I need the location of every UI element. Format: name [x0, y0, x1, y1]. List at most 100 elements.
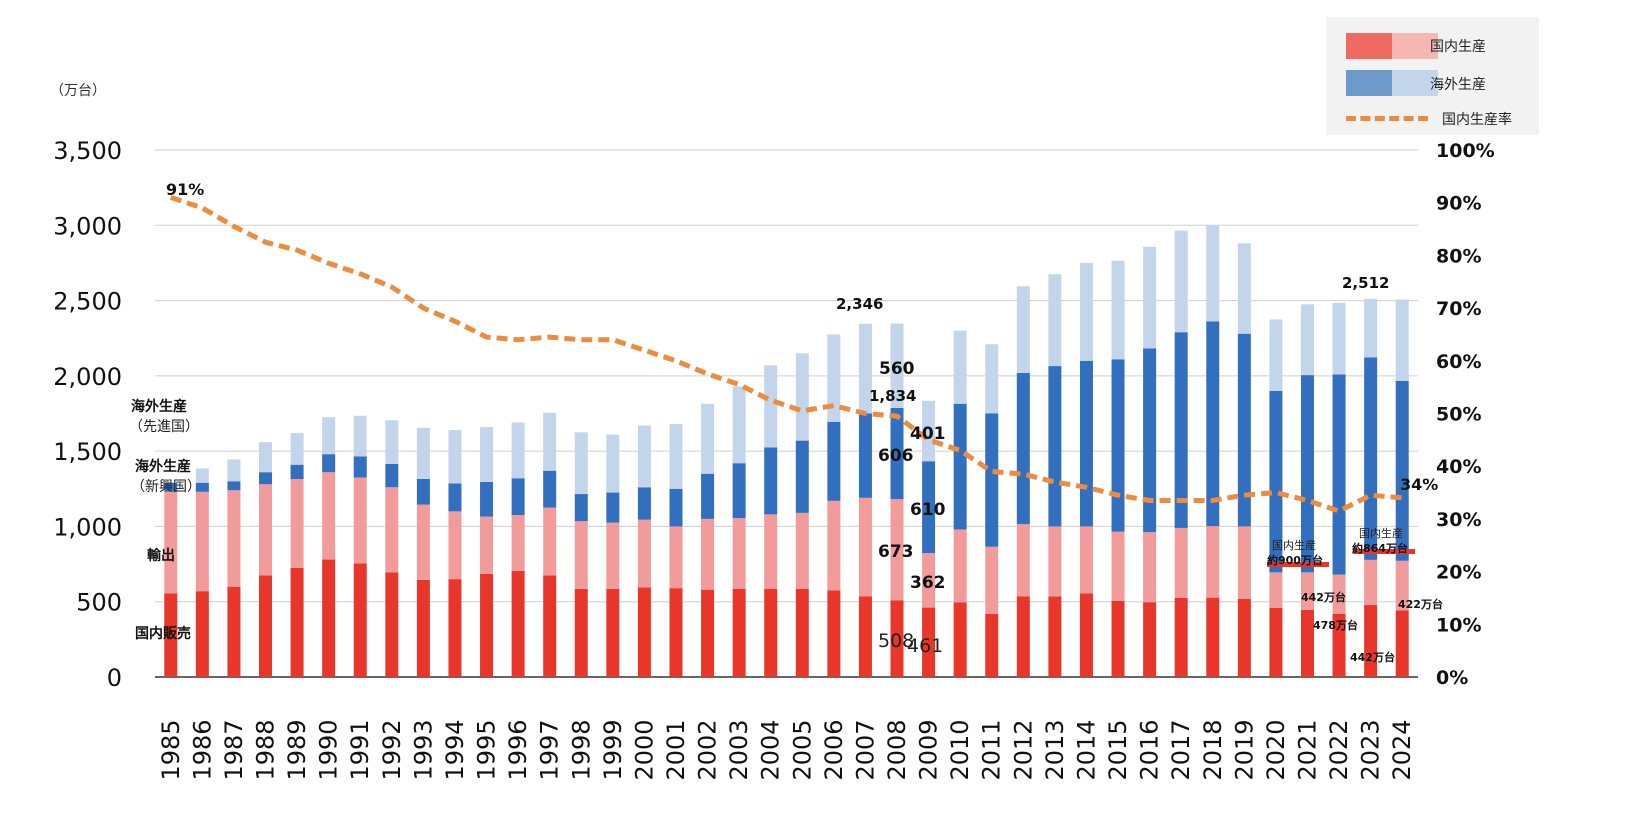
bar-overseas_developed	[953, 330, 967, 404]
bar-overseas_emerging	[448, 483, 462, 512]
y-tick-label: 1,500	[53, 438, 122, 466]
y-tick-label: 3,500	[53, 137, 122, 165]
bar-export	[259, 484, 273, 576]
callout-461: 461	[907, 635, 944, 657]
bar-overseas_developed	[290, 433, 304, 465]
bar-overseas_developed	[511, 422, 525, 479]
x-tick-label: 2015	[1104, 719, 1132, 780]
bar-export	[480, 516, 494, 574]
bar-export	[1206, 526, 1220, 598]
bar-export	[290, 478, 304, 568]
bar-overseas_emerging	[1143, 348, 1157, 533]
bar-domestic_sales	[1048, 596, 1062, 677]
bar-overseas_developed	[1300, 304, 1314, 376]
callout-673: 673	[878, 542, 914, 562]
bar-overseas_emerging	[1079, 360, 1093, 527]
bar-domestic_sales	[543, 575, 557, 677]
bar-overseas_developed	[858, 323, 872, 414]
bar-export	[1269, 572, 1283, 608]
bar-export	[985, 546, 999, 614]
y2-tick-label: 30%	[1436, 509, 1481, 531]
bar-export	[1332, 574, 1346, 614]
y-tick-label: 3,000	[53, 212, 122, 240]
bar-domestic_sales	[701, 589, 715, 677]
bar-export	[953, 529, 967, 603]
bar-overseas_emerging	[259, 472, 273, 485]
bar-overseas_developed	[1048, 274, 1062, 367]
callout-442-2021: 442万台	[1301, 591, 1346, 604]
bar-export	[890, 499, 904, 601]
bar-domestic_sales	[1332, 613, 1346, 677]
bar-overseas_emerging	[511, 478, 525, 516]
bar-export	[448, 511, 462, 580]
bar-overseas_developed	[1332, 302, 1346, 375]
bar-overseas_emerging	[669, 488, 683, 527]
bar-overseas_developed	[1364, 298, 1378, 358]
legend-domestic-light-swatch	[1392, 33, 1438, 59]
x-tick-label: 2021	[1293, 719, 1321, 780]
callout-560: 560	[879, 359, 915, 379]
callout-362: 362	[910, 573, 946, 593]
bar-overseas_emerging	[858, 413, 872, 498]
bar-domestic_sales	[669, 588, 683, 677]
bar-overseas_emerging	[764, 447, 778, 515]
bar-overseas_developed	[574, 432, 588, 495]
bar-overseas_developed	[1016, 286, 1030, 373]
bar-overseas_emerging	[1237, 333, 1251, 527]
callout-508: 508	[878, 630, 915, 652]
legend-overseas-label: 海外生産	[1430, 77, 1486, 93]
y-tick-label: 2,000	[53, 363, 122, 391]
bar-domestic_sales	[1111, 600, 1125, 677]
x-tick-label: 1994	[441, 719, 469, 780]
bar-export	[606, 522, 620, 589]
bar-overseas_emerging	[1395, 380, 1409, 561]
bar-domestic_sales	[1016, 596, 1030, 677]
bar-export	[1048, 526, 1062, 597]
bar-domestic_sales	[1237, 598, 1251, 677]
bar-overseas_emerging	[480, 482, 494, 517]
x-tick-label: 2011	[978, 719, 1006, 780]
anno-overseas-developed-title: 海外生産	[131, 399, 187, 415]
bar-export	[227, 490, 241, 587]
legend-overseas	[1346, 70, 1438, 96]
box-2020-value: 約900万台	[1267, 554, 1323, 567]
bar-domestic_sales	[1300, 609, 1314, 677]
y-tick-label: 2,500	[53, 288, 122, 316]
x-tick-label: 1986	[188, 719, 216, 780]
bar-export	[795, 512, 809, 589]
bar-domestic_sales	[1395, 610, 1409, 677]
legend: 国内生産 海外生産 国内生産率	[1326, 17, 1539, 135]
bar-export	[827, 500, 841, 591]
bar-domestic_sales	[764, 588, 778, 677]
box-2020-title: 国内生産	[1272, 539, 1316, 552]
bar-overseas_emerging	[606, 492, 620, 523]
x-axis: 1985 1986 1987 1988 1989 1990 1991 1992 1993 1994…	[157, 719, 1416, 780]
bar-domestic_sales	[1206, 597, 1220, 677]
legend-rate-dash	[1346, 115, 1428, 121]
bar-overseas_developed	[637, 425, 651, 488]
bar-overseas_developed	[1269, 319, 1283, 391]
bar-domestic-summary-2023	[1353, 549, 1415, 554]
bar-export	[416, 504, 430, 580]
x-tick-label: 2001	[662, 719, 690, 780]
bar-domestic_sales	[195, 591, 209, 677]
bar-overseas_developed	[353, 415, 367, 457]
bar-export	[543, 507, 557, 576]
bar-export	[669, 526, 683, 589]
rate-line	[169, 195, 1403, 514]
bar-export	[1237, 526, 1251, 599]
rate-line-path	[169, 195, 1403, 514]
bar-domestic_sales	[1174, 597, 1188, 677]
y2-tick-label: 20%	[1436, 562, 1481, 584]
callout-422: 422万台	[1398, 598, 1443, 611]
bar-overseas_developed	[1237, 243, 1251, 334]
y2-tick-label: 10%	[1436, 614, 1481, 636]
bar-overseas_developed	[795, 353, 809, 441]
bar-domestic_sales	[574, 588, 588, 677]
bar-export	[195, 491, 209, 592]
bar-overseas_emerging	[637, 487, 651, 520]
bar-domestic_sales	[322, 559, 336, 677]
x-tick-label: 2006	[820, 719, 848, 780]
x-tick-label: 2007	[851, 719, 879, 780]
x-tick-label: 2000	[630, 719, 658, 780]
